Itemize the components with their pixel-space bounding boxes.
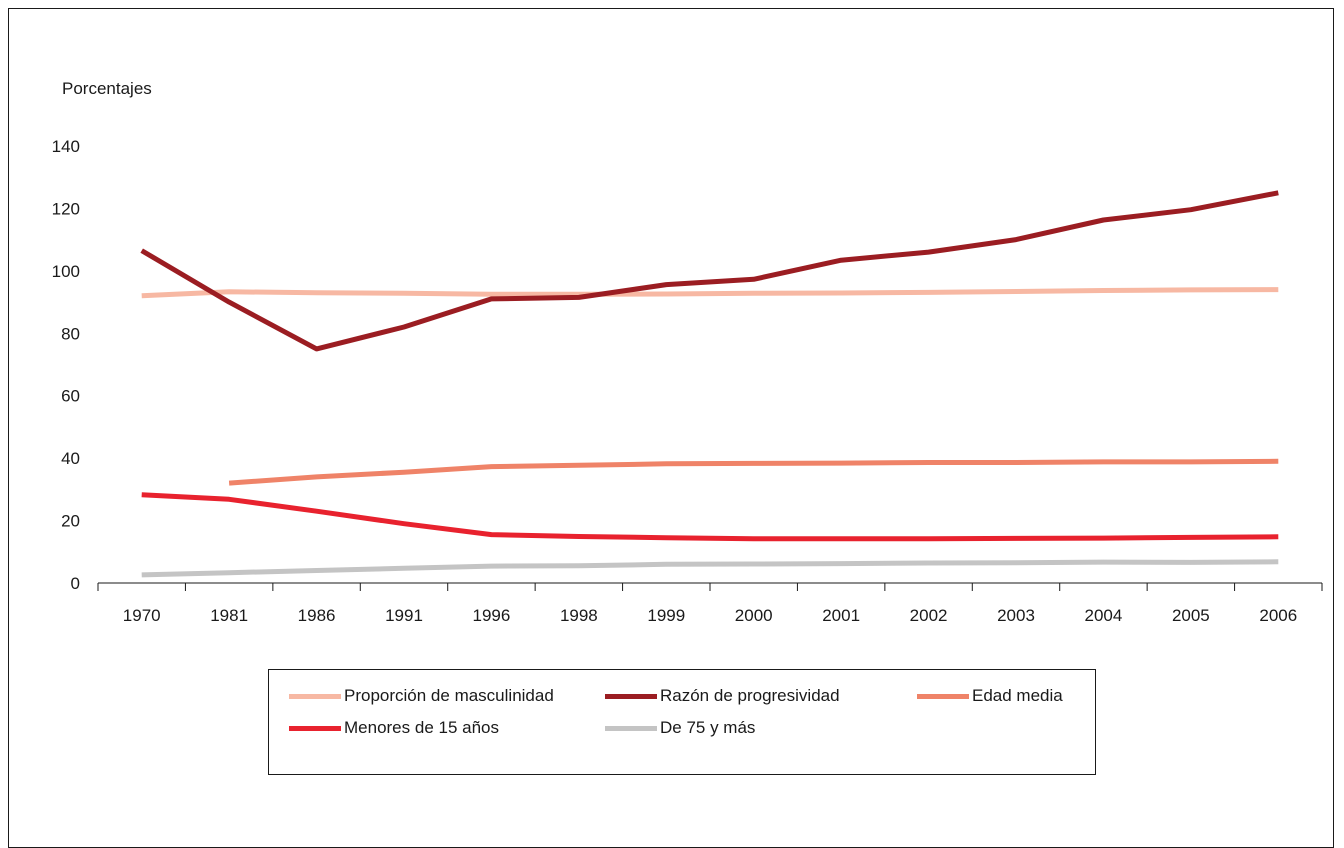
series-line-proporci-n-de-masculinidad [141,287,1279,299]
x-tick-label: 2005 [1172,606,1210,625]
x-tick-label: 2006 [1259,606,1297,625]
legend-item: Edad media [917,684,1063,708]
x-tick-label: 1998 [560,606,598,625]
legend-swatch [605,693,657,699]
x-tick-label: 2001 [822,606,860,625]
y-axis-ticks: 0 20 40 60 80 100 120 140 [52,137,80,593]
x-tick-label: 1970 [123,606,161,625]
legend-item: Razón de progresividad [605,684,840,708]
y-tick-label: 100 [52,262,80,281]
x-tick-label: 1991 [385,606,423,625]
legend-item: De 75 y más [605,716,755,740]
y-tick-label: 0 [71,574,80,593]
x-tick-label: 2004 [1085,606,1123,625]
x-tick-label: 1981 [210,606,248,625]
y-tick-label: 60 [61,387,80,406]
x-axis: 1970 1981 1986 1991 1996 1998 1999 2000 2001 2002… [97,582,1323,625]
x-tick-label: 2000 [735,606,773,625]
legend-label: Menores de 15 años [344,718,499,737]
y-tick-label: 80 [61,324,80,343]
x-tick-label: 1996 [473,606,511,625]
series-line-raz-n-de-progresividad [140,190,1279,352]
legend-swatch [289,725,341,731]
y-tick-label: 20 [61,512,80,531]
legend-swatch [289,693,341,699]
series-line-de-75-y-m-s [141,559,1279,578]
legend: Proporción de masculinidad Razón de progr… [268,669,1096,775]
legend-item: Menores de 15 años [289,716,499,740]
x-tick-label: 1986 [298,606,336,625]
x-tick-label: 2002 [910,606,948,625]
legend-label: Razón de progresividad [660,686,840,705]
legend-swatch [605,725,657,731]
series-line-edad-media [228,458,1279,486]
y-tick-label: 40 [61,449,80,468]
x-tick-label: 1999 [647,606,685,625]
legend-swatch [917,693,969,699]
y-tick-label: 140 [52,137,80,156]
legend-item: Proporción de masculinidad [289,684,554,708]
legend-label: De 75 y más [660,718,756,737]
series-lines [140,190,1279,578]
y-axis-label: Porcentajes [62,79,152,98]
x-tick-label: 2003 [997,606,1035,625]
y-tick-label: 120 [52,199,80,218]
legend-label: Proporción de masculinidad [344,686,554,705]
series-line-menores-de-15-a-os [141,492,1279,542]
legend-label: Edad media [972,686,1063,705]
